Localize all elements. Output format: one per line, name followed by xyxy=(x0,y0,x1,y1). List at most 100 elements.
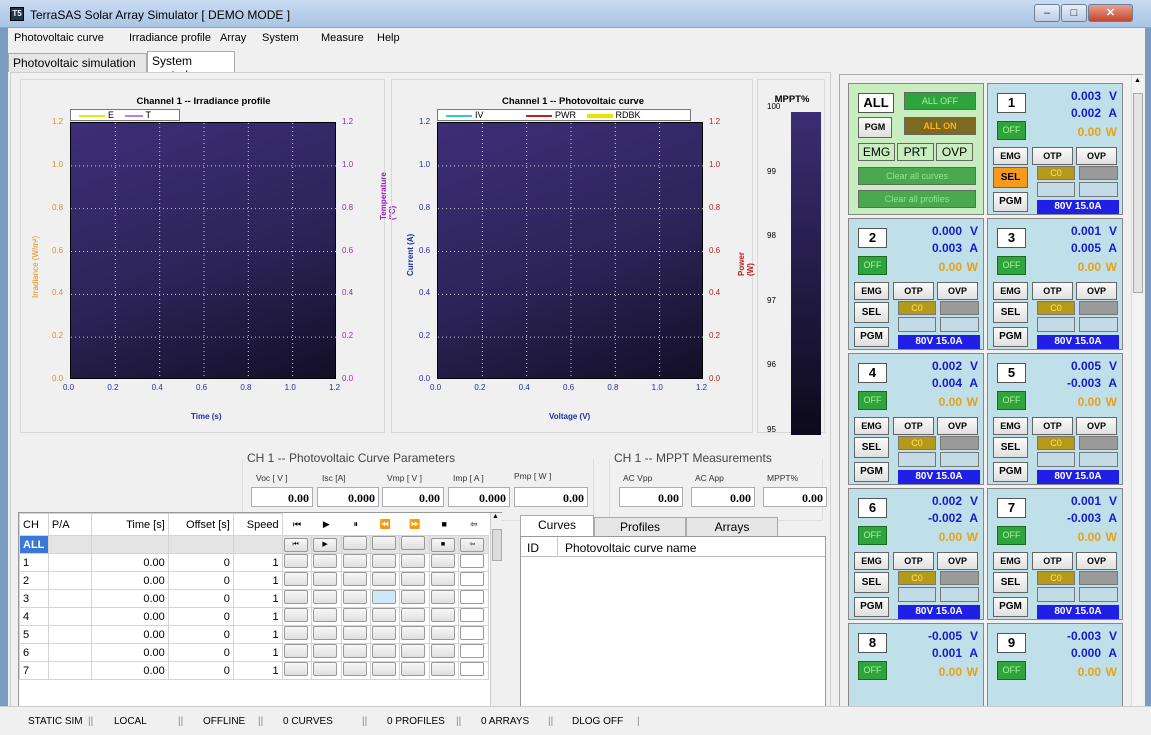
emg-button[interactable]: EMG xyxy=(993,417,1028,435)
irradiance-plot-area[interactable] xyxy=(70,122,337,380)
channel-output-toggle[interactable]: OFF xyxy=(997,256,1026,275)
grid-cell[interactable]: 0.00 xyxy=(90,589,169,608)
row-transport-button[interactable] xyxy=(372,590,397,604)
grid-cell[interactable]: 0.00 xyxy=(90,661,169,680)
all-transport-button[interactable]: ■ xyxy=(430,538,455,552)
otp-button[interactable]: OTP xyxy=(1032,282,1073,300)
row-transport-button[interactable] xyxy=(401,590,426,604)
curve-list[interactable]: ID Photovoltaic curve name xyxy=(520,536,826,725)
grid-header-cell[interactable]: Speed xyxy=(232,513,283,536)
sel-button[interactable]: SEL xyxy=(854,302,889,323)
transport-header-icon[interactable]: ⏩ xyxy=(399,513,430,536)
grid-scroll-thumb[interactable] xyxy=(492,529,502,561)
mppt-field[interactable]: 0.00 xyxy=(691,487,755,507)
channel-output-toggle[interactable]: OFF xyxy=(997,526,1026,545)
ovp-button[interactable]: OVP xyxy=(937,282,978,300)
all-emg-button[interactable]: EMG xyxy=(858,143,895,161)
ovp-button[interactable]: OVP xyxy=(1076,417,1117,435)
sel-button[interactable]: SEL xyxy=(854,572,889,593)
sel-button[interactable]: SEL xyxy=(993,302,1028,323)
all-transport-button[interactable]: ⏮ xyxy=(283,538,308,552)
row-transport-button[interactable] xyxy=(401,644,426,658)
table-row[interactable]: 1 0.00 0 1 xyxy=(19,553,489,572)
row-transport-button[interactable] xyxy=(372,662,397,676)
table-row[interactable]: 4 0.00 0 1 xyxy=(19,607,489,626)
row-transport-button[interactable] xyxy=(401,554,426,568)
pgm-button[interactable]: PGM xyxy=(993,327,1028,347)
menu-photovoltaic-curve[interactable]: Photovoltaic curve xyxy=(14,32,104,44)
clear-all-curves-button[interactable]: Clear all curves xyxy=(858,167,976,185)
transport-header-icon[interactable]: ▶ xyxy=(311,513,342,536)
pv-param-field[interactable]: 0.00 xyxy=(514,487,588,507)
row-transport-button[interactable] xyxy=(283,644,308,658)
otp-button[interactable]: OTP xyxy=(1032,417,1073,435)
grid-all-label[interactable]: ALL xyxy=(19,535,49,554)
ovp-button[interactable]: OVP xyxy=(1076,282,1117,300)
grid-cell[interactable]: 0.00 xyxy=(90,625,169,644)
row-transport-button[interactable] xyxy=(342,590,367,604)
row-transport-button[interactable] xyxy=(372,608,397,622)
table-row[interactable]: 5 0.00 0 1 xyxy=(19,625,489,644)
all-prt-button[interactable]: PRT xyxy=(897,143,934,161)
transport-header-icon[interactable]: ⏮ xyxy=(282,513,312,536)
row-transport-button[interactable] xyxy=(430,554,455,568)
grid-header-cell[interactable]: Time [s] xyxy=(90,513,169,536)
row-transport-button[interactable] xyxy=(401,662,426,676)
otp-button[interactable]: OTP xyxy=(893,282,934,300)
row-transport-button[interactable] xyxy=(430,590,455,604)
ovp-button[interactable]: OVP xyxy=(1076,552,1117,570)
transport-header-icon[interactable]: ⏪ xyxy=(370,513,400,536)
grid-cell[interactable]: 0 xyxy=(167,661,234,680)
grid-cell[interactable]: 0.00 xyxy=(90,571,169,590)
row-transport-button[interactable] xyxy=(313,644,338,658)
channel-output-toggle[interactable]: OFF xyxy=(997,391,1026,410)
transport-header-icon[interactable]: ⇦ xyxy=(458,513,489,536)
tab-photovoltaic-simulation[interactable]: Photovoltaic simulation xyxy=(8,53,147,72)
row-transport-button[interactable] xyxy=(342,626,367,640)
mppt-field[interactable]: 0.00 xyxy=(763,487,827,507)
row-transport-button[interactable] xyxy=(283,572,308,586)
row-transport-button[interactable] xyxy=(342,608,367,622)
scroll-up-icon[interactable]: ▲ xyxy=(1134,77,1141,84)
table-row[interactable]: 2 0.00 0 1 xyxy=(19,571,489,590)
row-checkbox[interactable] xyxy=(460,626,485,640)
pgm-button[interactable]: PGM xyxy=(993,597,1028,617)
ovp-button[interactable]: OVP xyxy=(937,417,978,435)
grid-cell[interactable]: 0 xyxy=(167,625,234,644)
col-curve-name[interactable]: Photovoltaic curve name xyxy=(565,541,697,555)
grid-header-cell[interactable]: Offset [s] xyxy=(167,513,234,536)
close-button[interactable]: ✕ xyxy=(1088,4,1133,22)
all-transport-button[interactable] xyxy=(372,536,397,550)
grid-cell[interactable]: 1 xyxy=(232,589,283,608)
row-checkbox[interactable] xyxy=(460,554,485,568)
row-transport-button[interactable] xyxy=(372,626,397,640)
row-transport-button[interactable] xyxy=(430,572,455,586)
pgm-button[interactable]: PGM xyxy=(854,597,889,617)
emg-button[interactable]: EMG xyxy=(993,282,1028,300)
row-transport-button[interactable] xyxy=(401,572,426,586)
all-transport-button[interactable]: ▶ xyxy=(313,538,338,552)
row-transport-button[interactable] xyxy=(342,554,367,568)
sel-button[interactable]: SEL xyxy=(993,572,1028,593)
pv-param-field[interactable]: 0.000 xyxy=(448,487,510,507)
row-transport-button[interactable] xyxy=(313,626,338,640)
row-checkbox[interactable] xyxy=(460,608,485,622)
all-off-button[interactable]: ALL OFF xyxy=(904,92,976,110)
grid-cell[interactable]: 0 xyxy=(167,571,234,590)
pgm-button[interactable]: PGM xyxy=(854,327,889,347)
channel-panel-scrollbar[interactable]: ▲ ▼ xyxy=(1131,75,1143,728)
row-transport-button[interactable] xyxy=(372,572,397,586)
all-transport-button[interactable]: ⇦ xyxy=(460,538,485,552)
channel-output-toggle[interactable]: OFF xyxy=(858,256,887,275)
channel-output-toggle[interactable]: OFF xyxy=(997,121,1026,140)
row-checkbox[interactable] xyxy=(460,572,485,586)
row-checkbox[interactable] xyxy=(460,644,485,658)
row-transport-button[interactable] xyxy=(313,554,338,568)
channel-output-toggle[interactable]: OFF xyxy=(858,526,887,545)
grid-header-cell[interactable]: P/A xyxy=(47,513,92,536)
row-transport-button[interactable] xyxy=(313,608,338,622)
row-transport-button[interactable] xyxy=(401,626,426,640)
sel-button[interactable]: SEL xyxy=(993,437,1028,458)
sel-button[interactable]: SEL xyxy=(993,167,1028,188)
channel-output-toggle[interactable]: OFF xyxy=(858,661,887,680)
